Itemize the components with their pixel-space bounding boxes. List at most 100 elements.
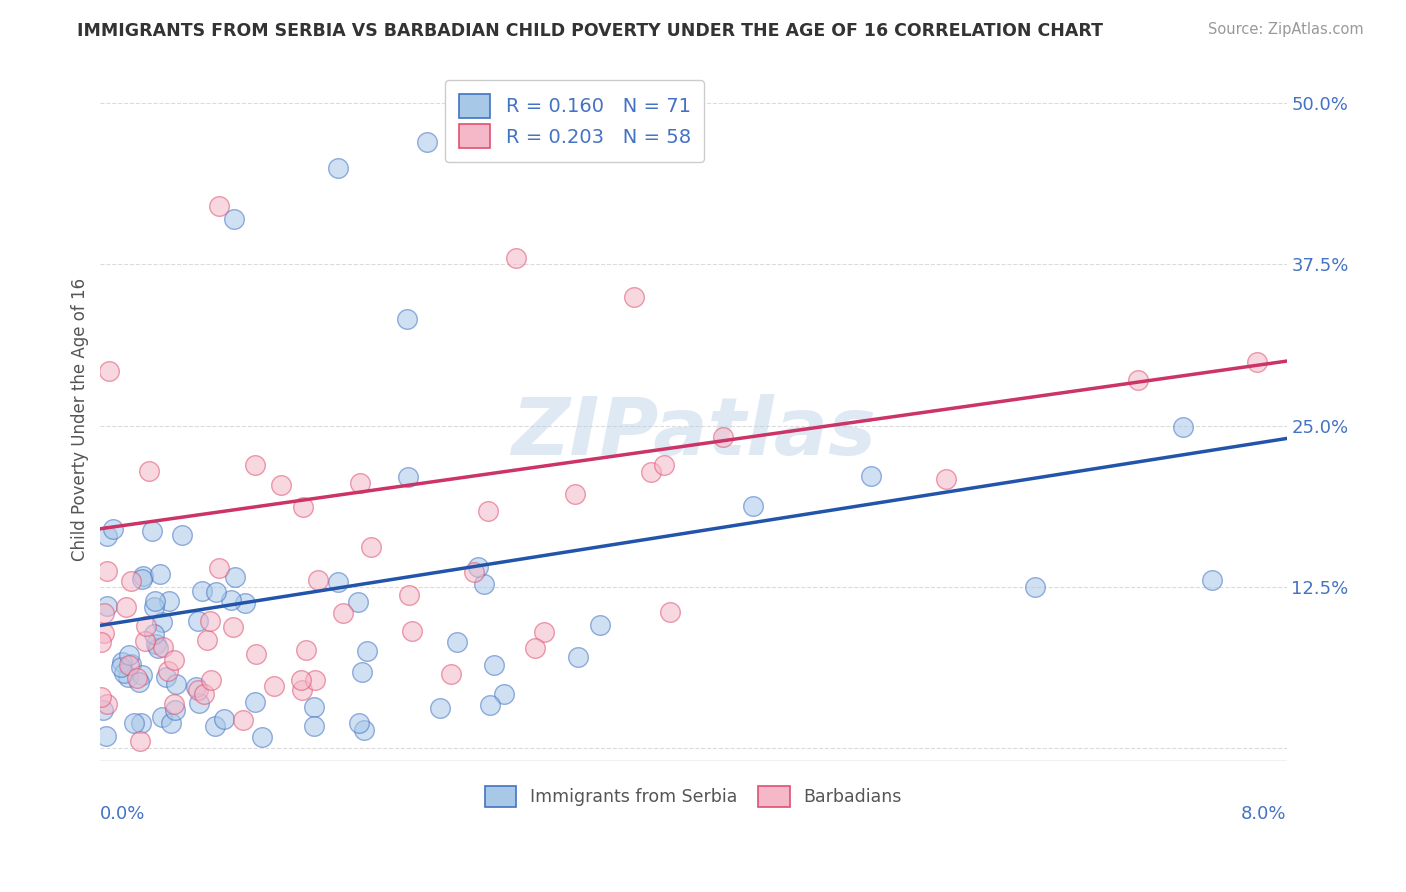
Point	[1128, 373, 1150, 387]
Point	[117, 657, 139, 672]
Point	[349, 475, 371, 490]
Point	[302, 700, 325, 714]
Point	[90, 690, 112, 704]
Point	[219, 592, 242, 607]
Point	[134, 634, 156, 648]
Point	[1171, 419, 1194, 434]
Point	[212, 712, 235, 726]
Text: 0.0%: 0.0%	[100, 805, 146, 823]
Point	[141, 524, 163, 539]
Point	[232, 713, 254, 727]
Point	[224, 570, 246, 584]
Point	[152, 640, 174, 654]
Legend: Immigrants from Serbia, Barbadians: Immigrants from Serbia, Barbadians	[478, 779, 908, 814]
Point	[533, 624, 555, 639]
Point	[155, 670, 177, 684]
Point	[115, 599, 138, 614]
Point	[149, 567, 172, 582]
Point	[145, 637, 167, 651]
Point	[396, 470, 419, 484]
Point	[307, 573, 329, 587]
Point	[291, 500, 314, 514]
Point	[110, 659, 132, 673]
Point	[463, 565, 485, 579]
Point	[118, 648, 141, 662]
Point	[208, 199, 231, 213]
Point	[96, 599, 118, 613]
Point	[415, 135, 437, 149]
Point	[564, 487, 586, 501]
Point	[163, 653, 186, 667]
Point	[429, 701, 451, 715]
Point	[165, 677, 187, 691]
Point	[129, 716, 152, 731]
Y-axis label: Child Poverty Under the Age of 16: Child Poverty Under the Age of 16	[72, 277, 89, 561]
Point	[93, 606, 115, 620]
Point	[112, 665, 135, 680]
Point	[122, 715, 145, 730]
Point	[860, 469, 883, 483]
Point	[127, 671, 149, 685]
Point	[143, 627, 166, 641]
Point	[439, 666, 461, 681]
Point	[935, 471, 957, 485]
Point	[222, 619, 245, 633]
Text: 8.0%: 8.0%	[1241, 805, 1286, 823]
Point	[352, 665, 374, 680]
Point	[401, 624, 423, 638]
Point	[150, 615, 173, 629]
Point	[204, 719, 226, 733]
Point	[302, 719, 325, 733]
Point	[588, 618, 610, 632]
Point	[120, 657, 142, 672]
Point	[494, 687, 516, 701]
Point	[659, 605, 682, 619]
Point	[1201, 574, 1223, 588]
Point	[356, 644, 378, 658]
Text: Source: ZipAtlas.com: Source: ZipAtlas.com	[1208, 22, 1364, 37]
Point	[347, 716, 370, 731]
Point	[652, 458, 675, 473]
Point	[157, 664, 180, 678]
Point	[135, 619, 157, 633]
Point	[150, 709, 173, 723]
Point	[270, 477, 292, 491]
Point	[207, 561, 229, 575]
Point	[524, 641, 547, 656]
Point	[263, 679, 285, 693]
Point	[143, 594, 166, 608]
Point	[90, 635, 112, 649]
Point	[304, 673, 326, 688]
Point	[101, 522, 124, 536]
Point	[467, 560, 489, 574]
Point	[245, 647, 267, 661]
Point	[111, 655, 134, 669]
Point	[96, 729, 118, 743]
Point	[97, 364, 120, 378]
Point	[472, 577, 495, 591]
Point	[347, 595, 370, 609]
Point	[326, 161, 349, 175]
Point	[484, 657, 506, 672]
Point	[184, 680, 207, 694]
Point	[128, 675, 150, 690]
Point	[446, 635, 468, 649]
Point	[477, 503, 499, 517]
Point	[163, 697, 186, 711]
Point	[132, 569, 155, 583]
Point	[142, 599, 165, 614]
Point	[131, 572, 153, 586]
Point	[96, 564, 118, 578]
Point	[479, 698, 502, 713]
Point	[332, 606, 354, 620]
Point	[353, 723, 375, 737]
Point	[146, 641, 169, 656]
Point	[198, 614, 221, 628]
Point	[290, 673, 312, 687]
Point	[243, 695, 266, 709]
Point	[252, 731, 274, 745]
Point	[138, 464, 160, 478]
Point	[396, 312, 419, 326]
Point	[200, 673, 222, 687]
Point	[505, 251, 527, 265]
